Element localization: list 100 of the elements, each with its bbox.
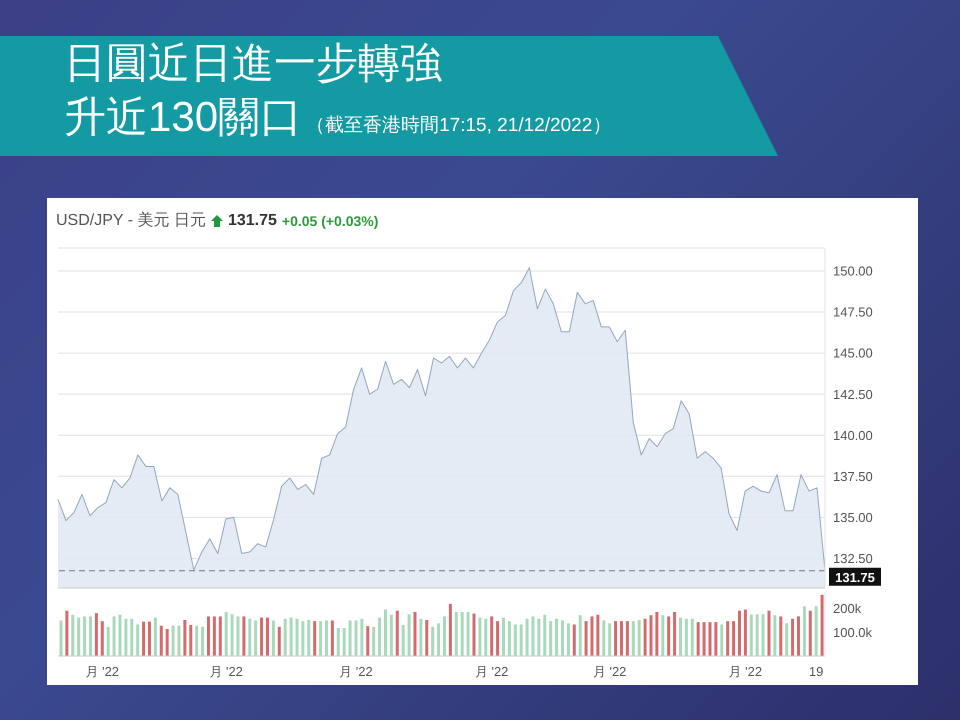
bar [260,618,264,656]
bar [448,604,452,656]
bar [442,616,446,656]
bar [785,623,788,656]
x-tick-label: 月 '22 [85,664,120,679]
bar [378,618,382,656]
bar [396,610,399,656]
bar [307,620,310,656]
bar [796,616,800,656]
bar [644,618,647,656]
bar [602,620,606,656]
bar [820,594,824,656]
bar [673,612,676,656]
bar [767,610,770,656]
bar [189,624,192,656]
bar [148,622,151,656]
bar [324,620,328,656]
chart-title: 日圓近日進一步轉強 [64,38,442,88]
bar [248,618,252,656]
bar [212,616,216,656]
bar [714,622,718,656]
bar [112,616,116,656]
bar [408,614,411,656]
bar [183,620,186,656]
bar [71,614,74,656]
bar [106,626,110,656]
x-tick-label: 月 '22 [592,664,626,679]
x-tick-label: 19 [808,664,824,679]
chart-subtitle: 升近130關口 [64,92,302,142]
bar [690,618,694,656]
bar [496,621,500,656]
bar [514,624,517,656]
bar [638,620,641,656]
bar [154,618,157,656]
bar [738,610,741,656]
bar [702,622,706,656]
bar [94,613,98,656]
bar [750,614,753,656]
bar [708,622,712,656]
bar [756,614,759,656]
bar [319,621,322,656]
y-tick-label: 135.00 [833,510,873,525]
bar [413,612,416,656]
bar [549,621,552,656]
bar [779,616,782,656]
x-tick-label: 月 '22 [474,664,508,679]
bar [130,618,134,656]
bar [431,626,434,656]
bar [620,621,623,656]
text: USD/JPY - 美元 日元 [56,210,206,231]
bar [732,621,736,656]
y-tick-label: 100.0k [833,624,873,640]
y-tick-label: 145.00 [833,346,873,361]
bar [490,616,494,656]
bar [560,620,564,656]
bar [142,622,146,656]
bar [177,626,180,656]
bar [626,621,629,656]
bar [224,612,228,656]
y-tick-label: 140.00 [833,428,873,443]
bar [678,618,682,656]
bar [88,616,92,656]
text: （截至香港時間17:15, 21/12/2022） [306,114,612,138]
bar [437,623,440,656]
x-tick-label: 月 '22 [209,664,243,679]
bar [590,616,594,656]
bar [172,626,175,656]
bar [773,615,776,656]
y-tick-label: 150.00 [833,264,873,279]
bar [254,620,258,656]
bar [65,610,68,656]
bar [160,626,163,656]
bar [632,621,635,656]
bar [336,628,340,656]
bar [584,621,588,656]
bar [791,618,794,656]
bar [808,610,812,656]
bar [454,612,458,656]
bar [720,624,724,656]
bar [762,614,765,656]
bar [460,612,464,656]
bar [330,620,334,656]
bar [684,618,688,656]
bar [242,616,246,656]
bar [814,606,818,656]
bar [425,620,428,656]
bar [472,614,476,656]
bar [466,612,470,656]
text: 131.75 [228,212,277,230]
bar [726,621,730,656]
bar [136,624,140,656]
bar [802,606,806,656]
bar [520,624,523,656]
bar [531,616,534,656]
bar [272,620,275,656]
bar [206,616,210,656]
bar [402,624,405,656]
bar [354,620,358,656]
bar [360,618,364,656]
bar [83,616,86,656]
